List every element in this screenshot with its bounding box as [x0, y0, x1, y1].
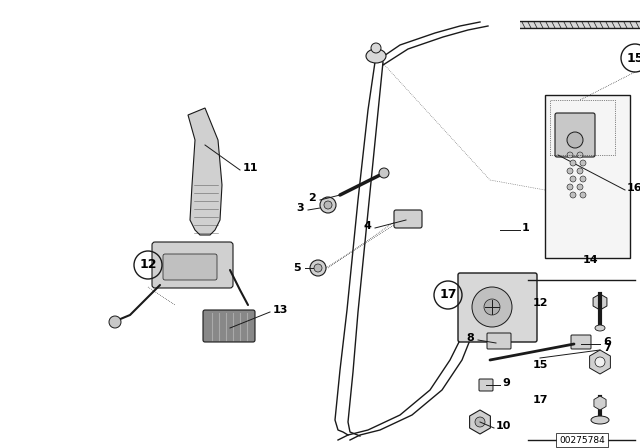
Text: 12: 12 — [533, 298, 548, 308]
Ellipse shape — [366, 49, 386, 63]
FancyBboxPatch shape — [458, 273, 537, 342]
Text: 13: 13 — [273, 305, 289, 315]
Bar — [550, 100, 615, 155]
Text: 17: 17 — [439, 289, 457, 302]
Text: 15: 15 — [627, 52, 640, 65]
Circle shape — [472, 287, 512, 327]
Circle shape — [314, 264, 322, 272]
Bar — [545, 95, 630, 258]
FancyBboxPatch shape — [571, 335, 591, 349]
FancyBboxPatch shape — [555, 113, 595, 157]
Circle shape — [324, 201, 332, 209]
Circle shape — [371, 43, 381, 53]
Circle shape — [567, 184, 573, 190]
Circle shape — [577, 152, 583, 158]
Circle shape — [580, 160, 586, 166]
Text: 15: 15 — [533, 360, 548, 370]
Ellipse shape — [591, 416, 609, 424]
Circle shape — [570, 176, 576, 182]
Circle shape — [595, 357, 605, 367]
Circle shape — [570, 192, 576, 198]
Circle shape — [580, 176, 586, 182]
FancyBboxPatch shape — [163, 254, 217, 280]
FancyBboxPatch shape — [152, 242, 233, 288]
Text: 5: 5 — [293, 263, 301, 273]
Text: 7: 7 — [603, 343, 611, 353]
Text: 3: 3 — [296, 203, 304, 213]
FancyBboxPatch shape — [203, 310, 255, 342]
Circle shape — [567, 152, 573, 158]
Ellipse shape — [595, 325, 605, 331]
Text: 9: 9 — [502, 378, 510, 388]
Circle shape — [580, 192, 586, 198]
Circle shape — [379, 168, 389, 178]
Text: 12: 12 — [140, 258, 157, 271]
Text: 1: 1 — [522, 223, 530, 233]
Text: 16: 16 — [627, 183, 640, 193]
Text: 6: 6 — [603, 337, 611, 347]
Polygon shape — [188, 108, 222, 235]
Text: 17: 17 — [533, 395, 548, 405]
FancyBboxPatch shape — [479, 379, 493, 391]
Circle shape — [577, 168, 583, 174]
Circle shape — [475, 417, 485, 427]
Text: 14: 14 — [582, 255, 598, 265]
FancyBboxPatch shape — [487, 333, 511, 349]
Text: 8: 8 — [467, 333, 474, 343]
Circle shape — [570, 160, 576, 166]
Text: 10: 10 — [496, 421, 511, 431]
Circle shape — [567, 168, 573, 174]
Text: 2: 2 — [308, 193, 316, 203]
Circle shape — [567, 132, 583, 148]
Circle shape — [320, 197, 336, 213]
FancyBboxPatch shape — [394, 210, 422, 228]
Circle shape — [109, 316, 121, 328]
Circle shape — [310, 260, 326, 276]
Text: 00275784: 00275784 — [559, 435, 605, 444]
Text: 11: 11 — [243, 163, 259, 173]
Circle shape — [484, 299, 500, 315]
Circle shape — [577, 184, 583, 190]
Text: 4: 4 — [363, 221, 371, 231]
